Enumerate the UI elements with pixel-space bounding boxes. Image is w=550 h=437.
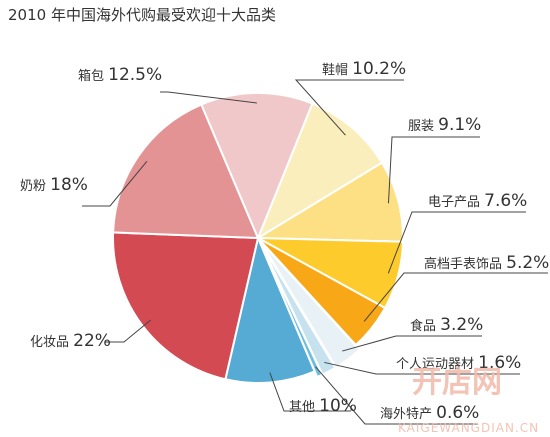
leader-line-3 <box>387 211 526 274</box>
slice-label-7: 海外特产 0.6% <box>380 403 479 423</box>
pie-slice-8 <box>224 234 316 384</box>
slice-category-6: 个人运动器材 <box>396 357 478 372</box>
slice-value-11: 12.5% <box>108 65 162 85</box>
leader-line-4 <box>363 272 548 322</box>
pie-slice-10 <box>112 103 260 240</box>
slice-label-5: 食品 3.2% <box>410 315 483 335</box>
slice-category-1: 鞋帽 <box>322 62 352 78</box>
pie-slice-1 <box>255 102 384 241</box>
slice-label-4: 高档手表饰品 5.2% <box>424 253 549 273</box>
slice-category-2: 服装 <box>408 119 438 134</box>
leader-line-9 <box>105 319 152 343</box>
leader-line-1 <box>294 79 404 136</box>
slice-value-1: 10.2% <box>352 59 406 79</box>
slice-value-10: 18% <box>50 175 88 195</box>
slice-value-3: 7.6% <box>484 191 527 211</box>
leader-line-8 <box>269 372 351 412</box>
slice-label-11: 箱包 12.5% <box>78 65 162 85</box>
pie-slices <box>112 92 404 384</box>
slice-category-8: 其他 <box>289 400 319 415</box>
leader-line-10 <box>82 161 148 207</box>
slice-label-1: 鞋帽 10.2% <box>322 59 406 79</box>
slice-value-5: 3.2% <box>440 315 483 335</box>
leader-line-6 <box>324 361 520 375</box>
slice-label-10: 奶粉 18% <box>20 175 88 195</box>
leader-line-7 <box>315 366 478 425</box>
pie-slice-11 <box>200 92 314 241</box>
watermark: 开店网 KAIGEWANGDIAN.CN <box>398 365 539 435</box>
slice-category-11: 箱包 <box>78 68 108 84</box>
chart-title: 2010 年中国海外代购最受欢迎十大品类 <box>8 6 276 24</box>
slice-category-9: 化妆品 <box>30 335 73 350</box>
slice-value-2: 9.1% <box>438 115 481 135</box>
slice-label-3: 电子产品 7.6% <box>428 191 527 211</box>
slice-category-10: 奶粉 <box>20 179 50 194</box>
slice-value-4: 5.2% <box>506 253 549 273</box>
slice-value-8: 10% <box>319 396 357 416</box>
slice-value-9: 22% <box>73 331 111 351</box>
slice-value-6: 1.6% <box>478 353 521 373</box>
slice-category-4: 高档手表饰品 <box>424 256 506 272</box>
slice-category-3: 电子产品 <box>428 195 484 210</box>
leader-lines <box>82 79 548 425</box>
watermark-url: KAIGEWANGDIAN.CN <box>398 421 539 435</box>
leader-line-2 <box>387 136 480 204</box>
slice-labels: 鞋帽 10.2% 服装 9.1% 电子产品 7.6% 高档手表饰品 5.2% 食品 3.… <box>20 59 549 423</box>
slice-label-2: 服装 9.1% <box>408 115 481 135</box>
slice-label-6: 个人运动器材 1.6% <box>396 353 521 373</box>
slice-value-7: 0.6% <box>436 403 479 423</box>
leader-line-5 <box>342 335 482 352</box>
slice-category-5: 食品 <box>410 318 440 334</box>
slice-label-9: 化妆品 22% <box>30 331 111 351</box>
watermark-logo: 开店网 <box>412 365 502 400</box>
slice-label-8: 其他 10% <box>289 396 357 416</box>
slice-category-7: 海外特产 <box>380 407 436 422</box>
leader-line-11 <box>160 91 257 104</box>
pie-slice-2 <box>254 161 404 243</box>
